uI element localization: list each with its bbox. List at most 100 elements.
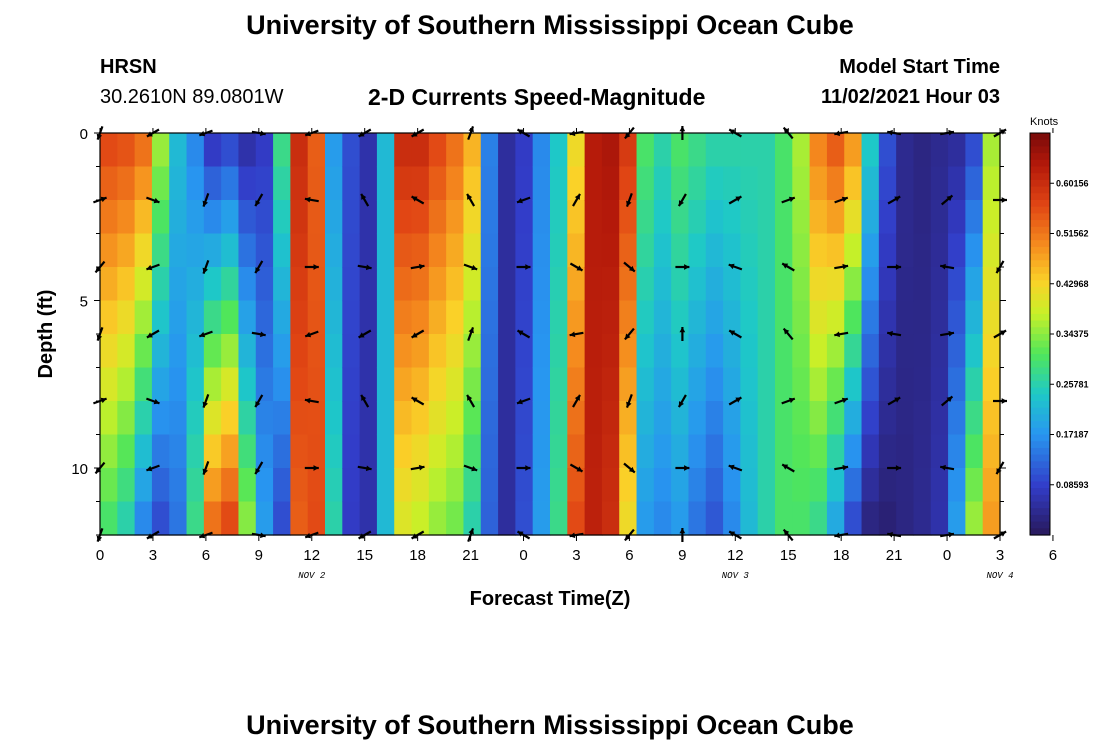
heatmap-cell <box>273 300 291 335</box>
heatmap-cell <box>290 334 309 369</box>
heatmap-cell <box>342 367 361 402</box>
vector-head <box>525 264 531 270</box>
heatmap-cell <box>636 267 655 302</box>
heatmap-cell <box>792 334 811 369</box>
heatmap-cell <box>290 133 309 168</box>
heatmap-cell <box>186 267 205 302</box>
heatmap-cell <box>186 233 205 268</box>
heatmap-cell <box>117 133 136 168</box>
colorbar-segment <box>1030 287 1050 295</box>
heatmap-cell <box>775 133 793 168</box>
heatmap-cell <box>740 468 759 503</box>
heatmap-cell <box>463 501 482 536</box>
heatmap-cell <box>151 267 170 302</box>
vector-head <box>146 465 153 472</box>
heatmap-cell <box>446 300 465 335</box>
current-vector <box>463 464 478 472</box>
heatmap-cell <box>428 267 447 302</box>
heatmap-cell <box>307 233 326 268</box>
colorbar-segment <box>1030 454 1050 462</box>
heatmap-cell <box>896 166 915 201</box>
page-title-repeat: University of Southern Mississippi Ocean… <box>246 710 854 740</box>
heatmap-cell <box>740 233 759 268</box>
heatmap-cell <box>238 468 257 503</box>
vector-head <box>365 465 372 472</box>
x-tick-label: 15 <box>780 547 797 564</box>
x-tick-label: 9 <box>678 547 686 564</box>
heatmap-cell <box>307 401 326 436</box>
vector-head <box>940 263 946 270</box>
heatmap-cell <box>376 501 395 536</box>
vector-head <box>255 401 261 408</box>
heatmap-cell <box>221 468 240 503</box>
heatmap-cell <box>100 233 118 268</box>
heatmap-cell <box>273 166 291 201</box>
vector-head <box>996 267 1002 274</box>
heatmap-cell <box>896 334 915 369</box>
heatmap-cell <box>705 434 724 469</box>
heatmap-cell <box>463 334 482 369</box>
heatmap-cell <box>965 166 984 201</box>
heatmap-cell <box>498 434 516 469</box>
heatmap-cell <box>688 334 707 369</box>
heatmap-cell <box>342 434 361 469</box>
heatmap-cell <box>878 166 897 201</box>
heatmap-cell <box>896 133 915 168</box>
heatmap-cell <box>411 501 430 536</box>
heatmap-cell <box>792 267 811 302</box>
heatmap-cell <box>740 401 759 436</box>
heatmap-cell <box>861 267 880 302</box>
vector-head <box>418 263 425 270</box>
colorbar-segment <box>1030 488 1050 496</box>
heatmap-cell <box>567 300 586 335</box>
heatmap-cell <box>463 401 482 436</box>
heatmap-cell <box>878 401 897 436</box>
heatmap-cell <box>948 334 966 369</box>
heatmap-cell <box>653 468 672 503</box>
heatmap-cell <box>117 166 136 201</box>
heatmap-cell <box>221 334 240 369</box>
heatmap-cell <box>653 334 672 369</box>
heatmap-cell <box>290 401 309 436</box>
heatmap-cell <box>394 334 413 369</box>
colorbar-segment <box>1030 159 1050 168</box>
heatmap-cell <box>619 233 638 268</box>
heatmap-cell <box>775 166 793 201</box>
heatmap-cell <box>498 166 516 201</box>
heatmap-cell <box>723 200 741 235</box>
current-vector <box>781 397 796 405</box>
heatmap-cell <box>671 300 690 335</box>
heatmap-cell <box>515 468 534 503</box>
colorbar-segment <box>1030 427 1050 436</box>
heatmap-cell <box>982 401 1001 436</box>
heatmap-cell <box>446 334 465 369</box>
heatmap-cell <box>861 334 880 369</box>
current-vector <box>728 464 743 472</box>
heatmap-cell <box>809 166 828 201</box>
vector-head <box>735 397 742 403</box>
x-tick-label: 3 <box>149 547 157 564</box>
colorbar-segment <box>1030 200 1050 208</box>
heatmap-cell <box>619 367 638 402</box>
heatmap-cell <box>325 434 343 469</box>
vector-head <box>411 533 418 539</box>
heatmap-cell <box>723 166 741 201</box>
current-vector <box>251 331 266 338</box>
heatmap-cell <box>619 267 638 302</box>
heatmap-cell <box>498 200 516 235</box>
vector-head <box>255 267 261 274</box>
heatmap-cell <box>775 501 793 536</box>
vector-head <box>517 330 524 336</box>
heatmap-cell <box>359 401 378 436</box>
heatmap-cell <box>100 166 118 201</box>
vector-head <box>678 401 684 408</box>
heatmap-cell <box>446 267 465 302</box>
heatmap-cell <box>186 501 205 536</box>
heatmap-cell <box>740 133 759 168</box>
heatmap-cell <box>636 300 655 335</box>
vector-head <box>95 266 102 273</box>
heatmap-cell <box>428 334 447 369</box>
heatmap-cell <box>878 367 897 402</box>
heatmap-cell <box>463 300 482 335</box>
current-vector <box>675 264 690 270</box>
